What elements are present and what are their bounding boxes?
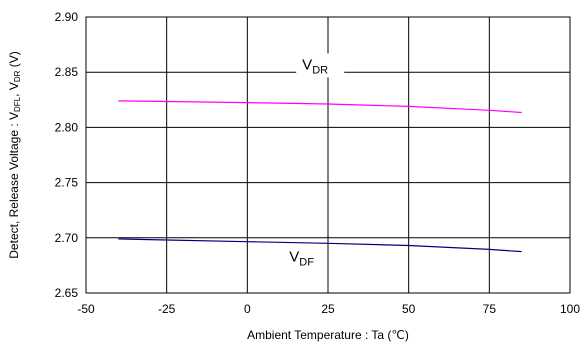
y-tick-labels: 2.65 2.70 2.75 2.80 2.85 2.90 (55, 10, 79, 300)
plot-frame (85, 16, 571, 294)
label-background (296, 53, 345, 78)
series-line-df (118, 238, 522, 253)
y-tick-label: 2.85 (55, 65, 79, 79)
series-label-vdf: VDF (289, 249, 314, 269)
x-tick-label: 50 (402, 302, 416, 316)
x-tick-label: 75 (483, 302, 497, 316)
series-label-vdr: VDR (302, 56, 328, 76)
series-lines (118, 100, 522, 253)
y-tick-label: 2.70 (55, 231, 79, 245)
x-tick-label: -25 (158, 302, 176, 316)
x-tick-labels: -50 -25 0 25 50 75 100 (77, 302, 580, 316)
x-tick-label: 25 (321, 302, 335, 316)
y-tick-label: 2.65 (55, 286, 79, 300)
x-tick-label: -50 (77, 302, 95, 316)
y-tick-label: 2.80 (55, 120, 79, 134)
x-tick-label: 100 (560, 302, 580, 316)
x-axis-title: Ambient Temperature : Ta (℃) (247, 328, 409, 342)
series-line-dr (118, 100, 522, 114)
x-tick-label: 0 (244, 302, 251, 316)
y-tick-label: 2.90 (55, 10, 79, 24)
y-tick-label: 2.75 (55, 176, 79, 190)
y-axis-title: Detect, Release Voltage : VDFL, VDR (V) (7, 51, 22, 258)
